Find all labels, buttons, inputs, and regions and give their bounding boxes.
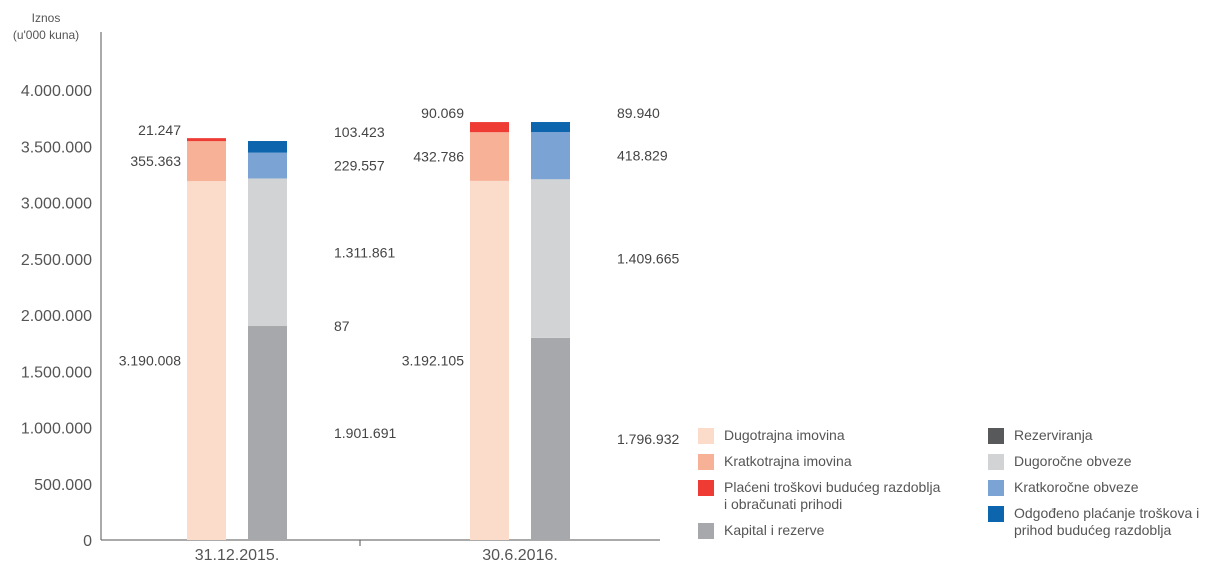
legend-label: Kratkotrajna imovina [724, 453, 852, 469]
legend-column-1: Dugotrajna imovina Kratkotrajna imovina Pl… [698, 427, 940, 548]
chart-axes: Iznos (u'000 kuna) 0 500.000 1.000.000 1.500.… [13, 11, 660, 563]
data-label: 90.069 [421, 105, 464, 121]
legend-item: Odgođeno plaćanje troškova i prihod budu… [988, 505, 1199, 539]
bar-segment [248, 141, 287, 153]
y-tick-label: 0 [83, 533, 92, 550]
legend-label: Dugoročne obveze [1014, 453, 1132, 469]
bar-segment [187, 138, 226, 142]
legend-label: Kratkoročne obveze [1014, 479, 1139, 495]
data-label: 103.423 [334, 124, 385, 140]
data-label: 432.786 [413, 149, 464, 165]
bar-segment [248, 326, 287, 540]
y-tick-label: 500.000 [34, 477, 92, 494]
legend-label: Dugotrajna imovina [724, 427, 845, 443]
y-tick-label: 2.000.000 [21, 308, 92, 325]
bar-segment [248, 152, 287, 179]
legend-item: Kratkoročne obveze [988, 479, 1199, 496]
bar-segment [187, 141, 226, 182]
x-category-label: 30.6.2016. [482, 547, 558, 563]
legend-column-2: Rezerviranja Dugoročne obveze Kratkoročne … [988, 427, 1199, 548]
legend-item: Rezerviranja [988, 427, 1199, 444]
bar-segment [470, 122, 509, 133]
data-label: 1.901.691 [334, 425, 396, 441]
bar-segment [187, 181, 226, 541]
data-label: 355.363 [130, 153, 181, 169]
y-tick-label: 4.000.000 [21, 83, 92, 100]
y-axis-title: Iznos [32, 11, 61, 25]
legend-item: Dugotrajna imovina [698, 427, 940, 444]
data-label: 21.247 [138, 122, 181, 138]
legend-item: Kratkotrajna imovina [698, 453, 940, 470]
data-label: 229.557 [334, 158, 385, 174]
bar-segment [531, 337, 570, 540]
bar-segment [470, 180, 509, 540]
y-tick-label: 2.500.000 [21, 252, 92, 269]
legend-label: Kapital i rezerve [724, 522, 825, 538]
legend-swatch [988, 506, 1004, 522]
y-tick-label: 1.000.000 [21, 421, 92, 438]
data-label: 1.796.932 [617, 431, 679, 447]
legend-swatch [698, 523, 714, 539]
y-tick-label: 3.000.000 [21, 196, 92, 213]
legend-swatch [988, 480, 1004, 496]
y-tick-label: 3.500.000 [21, 139, 92, 156]
chart-bars [187, 122, 570, 541]
data-label: 1.409.665 [617, 251, 679, 267]
y-tick-label: 1.500.000 [21, 364, 92, 381]
data-label: 87 [334, 318, 350, 334]
legend-swatch [698, 454, 714, 470]
bar-segment [248, 178, 287, 327]
data-label: 418.829 [617, 148, 668, 164]
legend-label: Odgođeno plaćanje troškova i prihod budu… [1014, 505, 1200, 538]
legend-swatch [988, 454, 1004, 470]
chart-data-labels: 3.190.008 355.363 21.247 1.901.691 87 1.311.8… [119, 105, 680, 447]
data-label: 89.940 [617, 105, 660, 121]
data-label: 1.311.861 [334, 244, 395, 260]
legend-item: Kapital i rezerve [698, 522, 940, 539]
bar-segment [531, 179, 570, 338]
legend-item: Dugoročne obveze [988, 453, 1199, 470]
bar-segment [531, 122, 570, 133]
bar-segment [470, 132, 509, 181]
legend-label: Rezerviranja [1014, 427, 1093, 443]
x-category-label: 31.12.2015. [195, 547, 280, 563]
legend-swatch [698, 428, 714, 444]
bar-segment [531, 132, 570, 180]
legend-item: Plaćeni troškovi budućeg razdoblja i obr… [698, 479, 940, 513]
data-label: 3.192.105 [402, 352, 464, 368]
y-axis-title: (u'000 kuna) [13, 28, 79, 42]
legend-swatch [988, 428, 1004, 444]
data-label: 3.190.008 [119, 353, 181, 369]
legend-label: Plaćeni troškovi budućeg razdoblja i obr… [724, 479, 941, 512]
legend-swatch [698, 480, 714, 496]
